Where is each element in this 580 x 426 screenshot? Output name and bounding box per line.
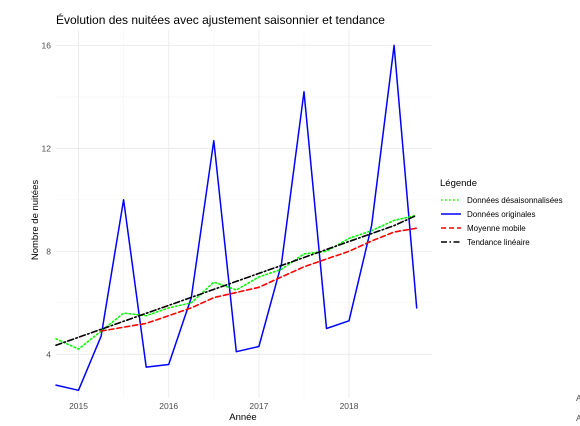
series-line-4 — [55, 214, 418, 347]
x-tick-label: 2015 — [69, 401, 88, 411]
y-tick-label: 8 — [46, 246, 51, 256]
y-axis-ticks: 4 8 12 16 — [42, 40, 52, 359]
chart-title: Évolution des nuitées avec ajustement sa… — [56, 12, 385, 27]
series-line-1 — [55, 214, 418, 350]
y-axis-label: Nombre de nuitées — [30, 180, 41, 261]
x-axis-label: Année — [229, 412, 256, 423]
legend-label-3: Moyenne mobile — [467, 224, 526, 233]
x-tick-label: 2017 — [249, 401, 268, 411]
legend-label-1: Données désaisonnalisées — [467, 196, 563, 205]
y-tick-label: 16 — [42, 40, 52, 50]
major-gridlines — [56, 30, 432, 398]
edge-text-1: A — [576, 393, 580, 403]
minor-gridlines — [56, 30, 432, 398]
plot-panel — [55, 30, 432, 398]
x-tick-label: 2018 — [340, 401, 359, 411]
y-tick-label: 4 — [46, 349, 51, 359]
y-tick-label: 12 — [42, 143, 52, 153]
edge-text-2: A — [576, 413, 580, 423]
x-tick-label: 2016 — [159, 401, 178, 411]
legend-label-2: Données originales — [467, 210, 536, 219]
series-line-3 — [100, 227, 418, 332]
legend: Légende Données désaisonnalisées Données … — [440, 178, 563, 247]
legend-title: Légende — [440, 178, 477, 189]
series-layer — [55, 44, 418, 392]
x-axis-ticks: 2015 2016 2017 2018 — [69, 401, 359, 411]
legend-label-4: Tendance linéaire — [467, 238, 530, 247]
series-line-2 — [55, 44, 418, 392]
